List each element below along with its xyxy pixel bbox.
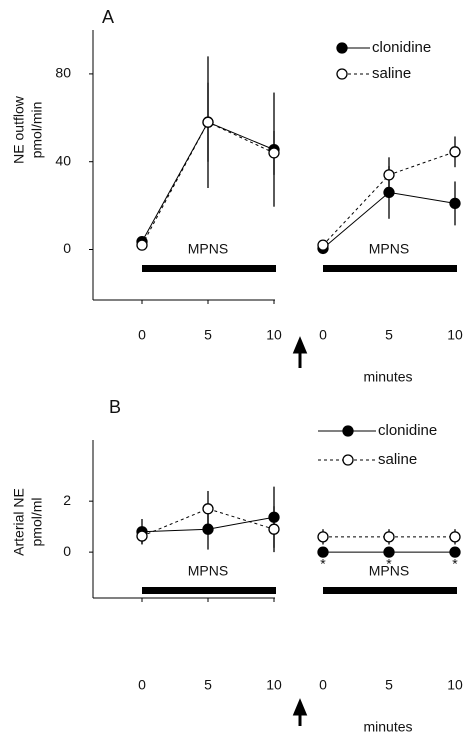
data-point — [383, 186, 395, 199]
y-tick-label: 80 — [55, 65, 71, 81]
legend-marker — [336, 42, 348, 54]
arrow — [292, 336, 308, 368]
x-tick-label: 0 — [319, 677, 327, 693]
x-tick-label: 5 — [385, 677, 393, 693]
y-axis-label: NE outflow — [11, 95, 27, 164]
data-point — [317, 531, 329, 543]
x-tick-label: 0 — [138, 327, 146, 343]
stimulus-bar — [323, 587, 457, 594]
x-tick-label: 10 — [447, 327, 463, 343]
data-point — [202, 503, 214, 515]
x-tick-label: 5 — [204, 327, 212, 343]
data-point — [136, 239, 148, 251]
data-point — [136, 530, 148, 542]
stimulus-bar — [142, 265, 276, 272]
data-point — [268, 147, 280, 159]
stimulus-label: MPNS — [369, 241, 409, 257]
legend-label: saline — [372, 65, 411, 82]
data-point — [449, 531, 461, 543]
x-tick-label: 0 — [319, 327, 327, 343]
data-point — [383, 169, 395, 181]
stimulus-label: MPNS — [188, 563, 228, 579]
legend-label: clonidine — [372, 39, 431, 56]
x-tick-label: 10 — [447, 677, 463, 693]
x-tick-label: 0 — [138, 677, 146, 693]
legend-marker — [342, 454, 354, 466]
legend-label: saline — [378, 451, 417, 468]
stimulus-label: MPNS — [369, 563, 409, 579]
stimulus-label: MPNS — [188, 241, 228, 257]
x-tick-label: 10 — [266, 327, 282, 343]
y-tick-label: 2 — [63, 492, 71, 508]
panel-label: B — [109, 397, 121, 417]
data-point — [449, 197, 461, 210]
x-tick-label: 10 — [266, 677, 282, 693]
significance-mark: * — [386, 556, 392, 572]
data-point — [268, 511, 280, 523]
y-tick-label: 0 — [63, 240, 71, 256]
legend-label: clonidine — [378, 422, 437, 439]
data-point — [317, 239, 329, 251]
data-point — [449, 546, 461, 558]
arrow — [292, 698, 308, 726]
legend-marker — [336, 68, 348, 80]
stimulus-bar — [323, 265, 457, 272]
x-axis-label: minutes — [363, 369, 412, 385]
data-point — [202, 523, 214, 535]
data-point — [383, 531, 395, 543]
x-axis-label: minutes — [363, 719, 412, 735]
y-axis-label: pmol/min — [29, 102, 45, 159]
y-tick-label: 0 — [63, 543, 71, 559]
data-point — [268, 523, 280, 535]
y-tick-label: 40 — [55, 152, 71, 168]
legend-marker — [342, 425, 354, 437]
y-axis-label: Arterial NE — [11, 488, 27, 556]
y-axis-label: pmol/ml — [29, 497, 45, 546]
data-point — [202, 116, 214, 128]
stimulus-bar — [142, 587, 276, 594]
x-tick-label: 5 — [385, 327, 393, 343]
data-point — [317, 546, 329, 558]
data-point — [383, 546, 395, 558]
significance-mark: * — [452, 556, 458, 572]
data-point — [449, 146, 461, 158]
significance-mark: * — [320, 556, 326, 572]
x-tick-label: 5 — [204, 677, 212, 693]
panel-label: A — [102, 7, 114, 27]
